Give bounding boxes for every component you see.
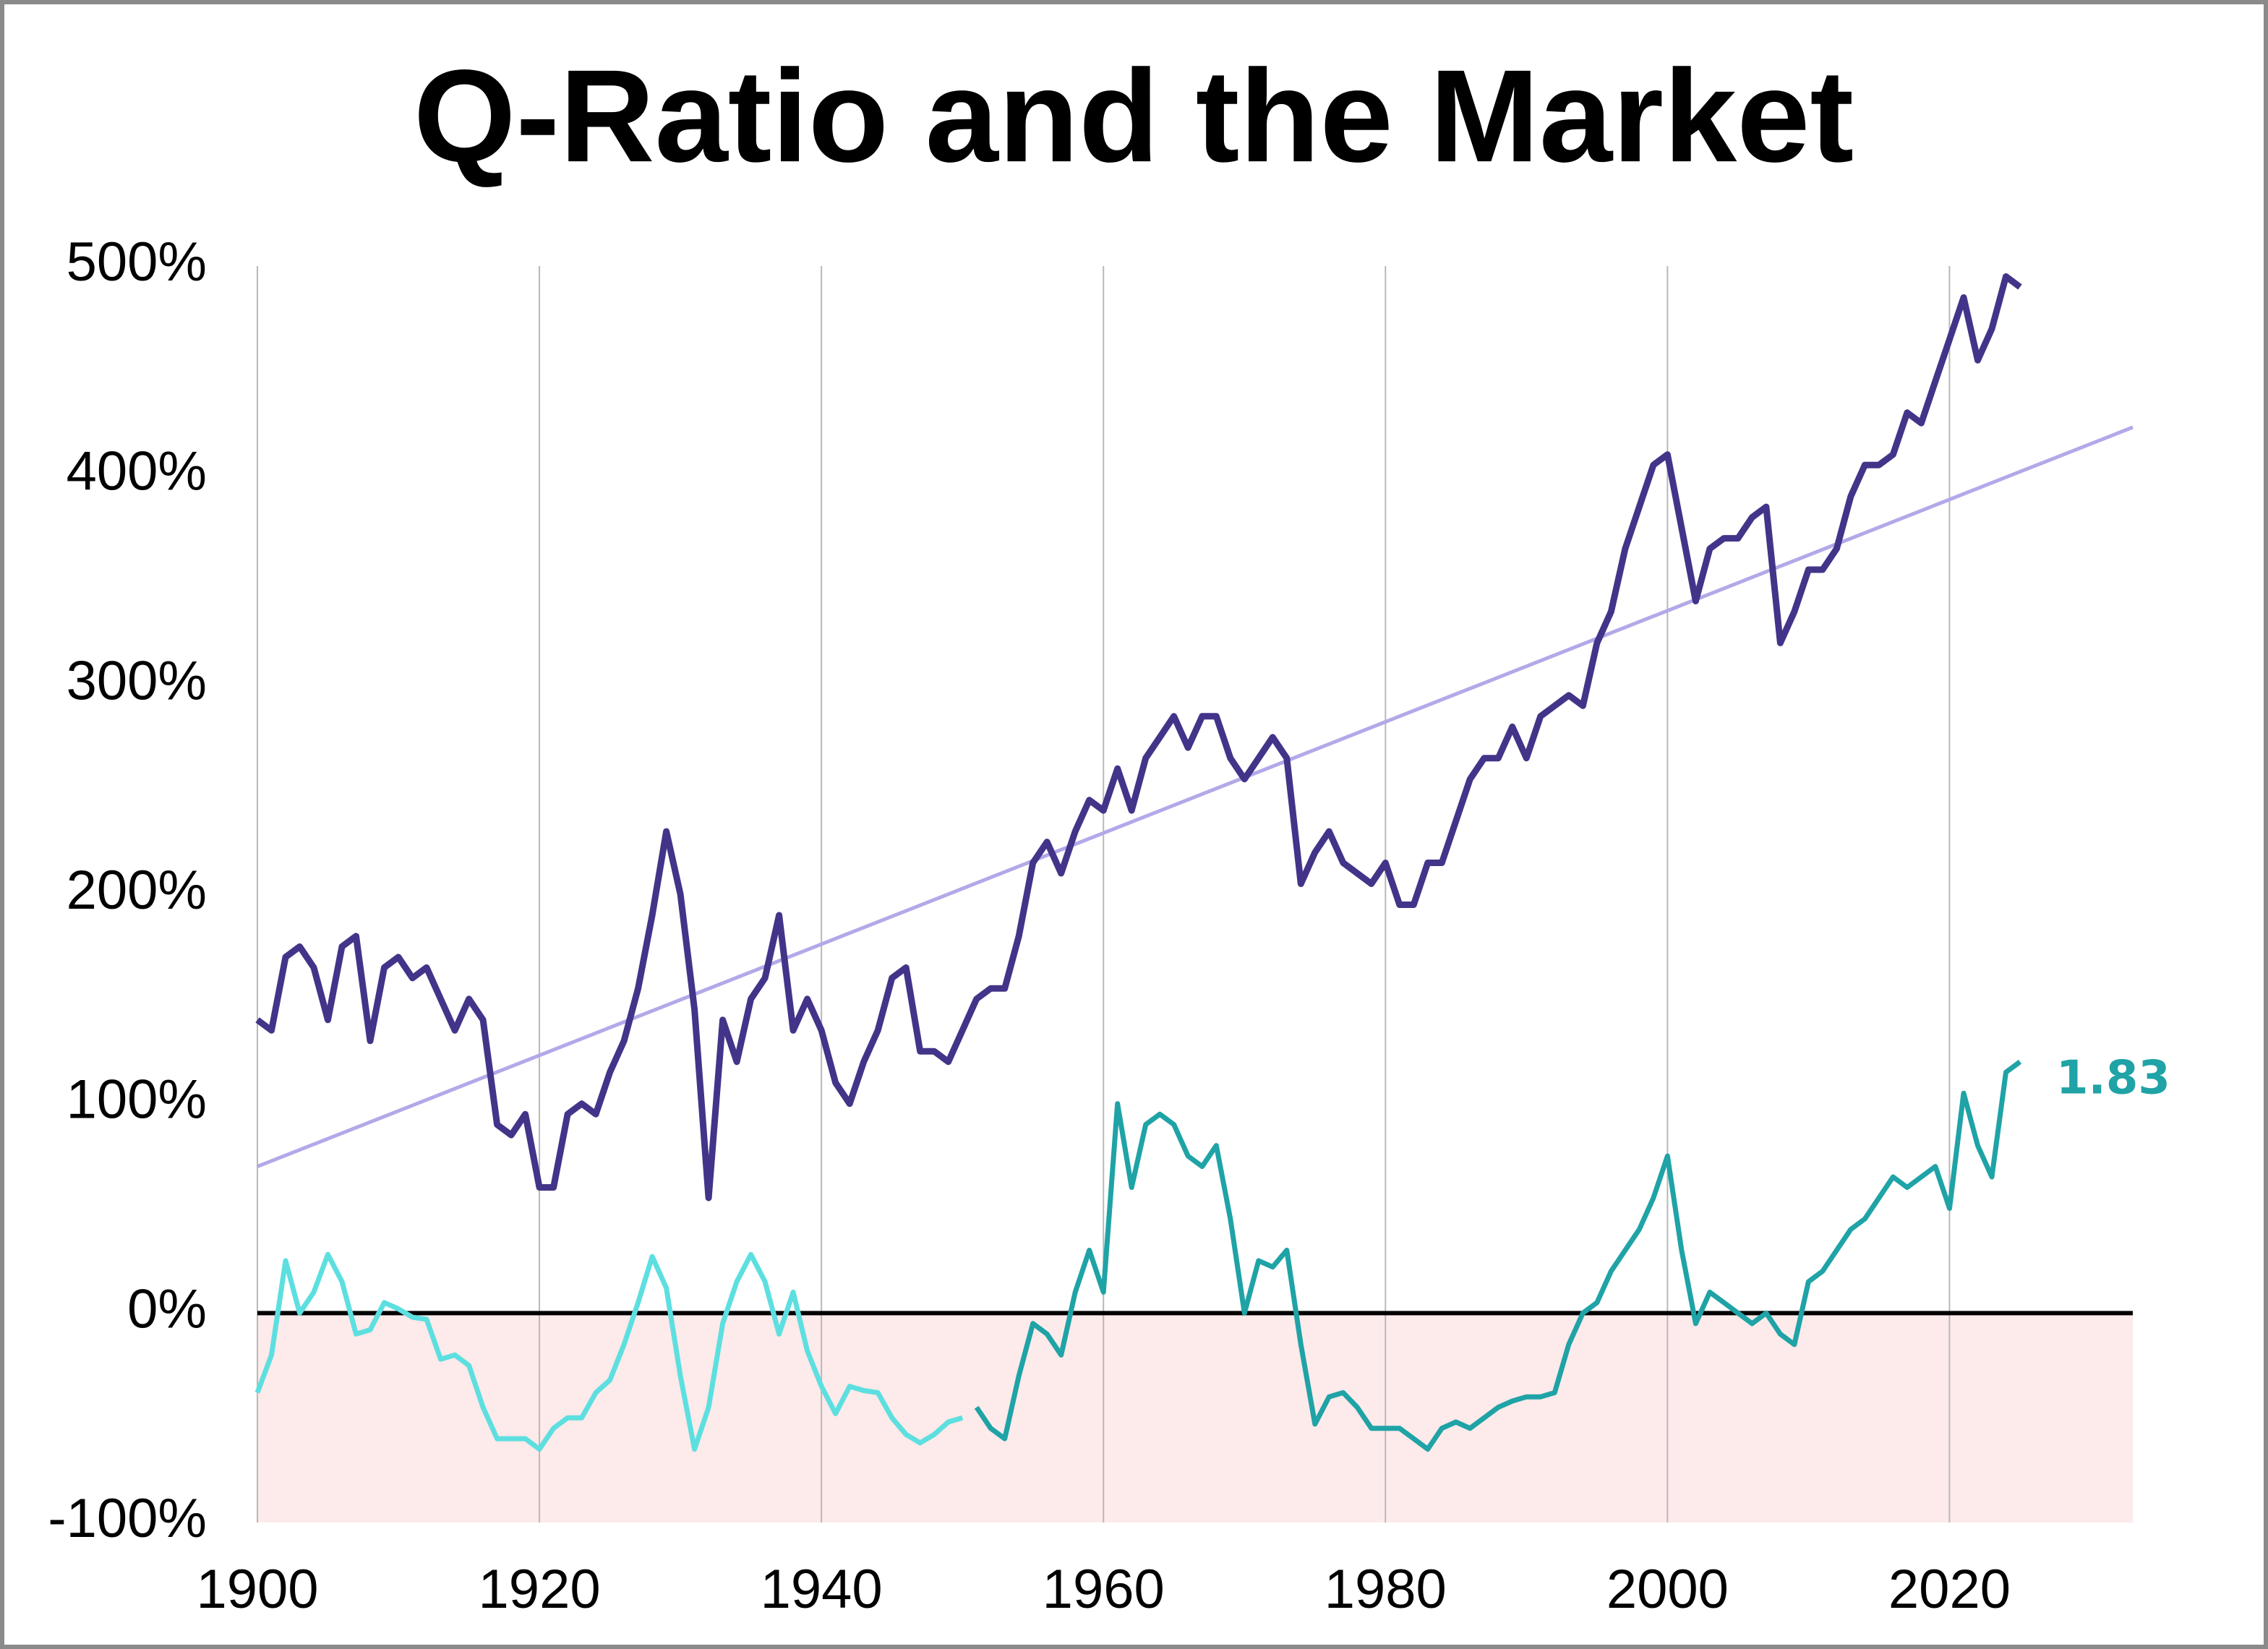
y-tick-label: 0%: [127, 1278, 207, 1340]
x-tick-label: 1940: [761, 1559, 883, 1620]
x-tick-label: 1980: [1325, 1559, 1447, 1620]
x-tick-label: 2020: [1888, 1559, 2011, 1620]
series-line: [257, 425, 2134, 1168]
y-tick-label: -100%: [48, 1488, 207, 1549]
annotation: 1.83: [2056, 1051, 2170, 1105]
series-line: [974, 1059, 2022, 1452]
y-tick-label: 500%: [67, 231, 207, 293]
x-tick-label: 2000: [1606, 1559, 1729, 1620]
y-tick-label: 200%: [67, 860, 207, 921]
y-tick-label: 300%: [67, 650, 207, 711]
x-tick-label: 1960: [1043, 1559, 1165, 1620]
series-line: [255, 273, 2022, 1202]
chart-title: Q-Ratio and the Market: [414, 42, 1854, 189]
x-tick-label: 1900: [196, 1559, 318, 1620]
y-tick-label: 400%: [67, 441, 207, 502]
x-tick-label: 1920: [479, 1559, 601, 1620]
y-tick-label: 100%: [67, 1069, 207, 1131]
series-line: [254, 1251, 964, 1452]
